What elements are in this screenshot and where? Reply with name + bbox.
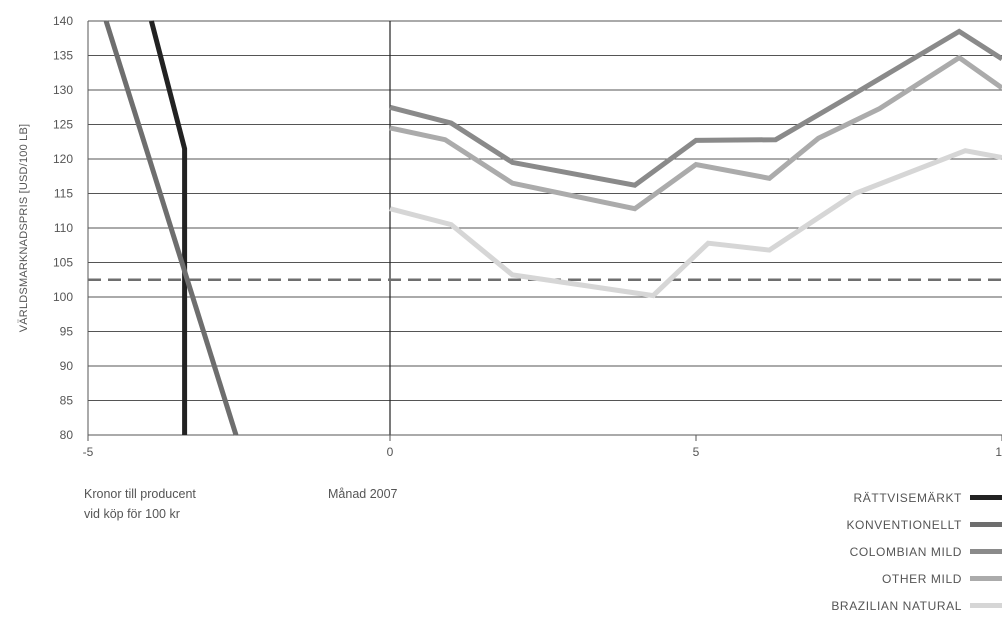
legend-label: OTHER MILD (881, 571, 962, 586)
y-tick-label: 135 (53, 49, 73, 63)
right-panel-xlabel: Månad 2007 (328, 487, 398, 501)
legend-entry: KONVENTIONELLT (742, 511, 1002, 538)
legend: RÄTTVISEMÄRKT KONVENTIONELLT COLOMBIAN MIL… (742, 484, 1002, 619)
right-line-brazilian-natural (389, 148, 1002, 299)
x-tick-label: -5 (83, 445, 94, 459)
y-tick-label: 110 (54, 221, 73, 235)
y-tick-label: 105 (53, 256, 73, 270)
left-panel-xlabel: Kronor till producent vid köp för 100 kr (84, 484, 196, 524)
legend-label: BRAZILIAN NATURAL (831, 598, 962, 613)
left-line-r-ttvisem-rkt (148, 20, 188, 435)
y-tick-label: 120 (53, 152, 73, 166)
legend-entry: RÄTTVISEMÄRKT (742, 484, 1002, 511)
legend-swatch (970, 522, 1002, 527)
x-tick-label: 0 (387, 445, 394, 459)
y-tick-label: 125 (53, 118, 73, 132)
y-tick-label: 80 (60, 428, 74, 442)
x-tick-label: 5 (693, 445, 700, 459)
y-tick-label: 95 (60, 325, 74, 339)
legend-entry: COLOMBIAN MILD (742, 538, 1002, 565)
y-tick-label: 90 (60, 359, 74, 373)
legend-swatch (970, 603, 1002, 608)
y-tick-label: 100 (53, 290, 73, 304)
legend-entry: OTHER MILD (742, 565, 1002, 592)
y-tick-label: 85 (60, 394, 74, 408)
right-line-other-mild (389, 54, 1002, 212)
legend-label: COLOMBIAN MILD (849, 544, 962, 559)
y-tick-label: 130 (53, 83, 73, 97)
x-tick-label: 10 (995, 445, 1002, 459)
legend-entry: BRAZILIAN NATURAL (742, 592, 1002, 619)
legend-swatch (970, 495, 1002, 500)
y-axis-label: VÄRLDSMARKNADSPRIS [USD/100 LB] (18, 124, 30, 333)
left-line-konventionellt (103, 20, 239, 436)
legend-label: RÄTTVISEMÄRKT (853, 490, 962, 505)
y-tick-label: 115 (54, 187, 73, 201)
legend-swatch (970, 576, 1002, 581)
y-tick-label: 140 (53, 14, 73, 28)
legend-swatch (970, 549, 1002, 554)
legend-label: KONVENTIONELLT (846, 517, 962, 532)
price-chart: VÄRLDSMARKNADSPRIS [USD/100 LB] 80 85 90 95… (18, 14, 1002, 459)
left-panel-xlabel-line1: Kronor till producent (84, 487, 196, 501)
right-line-colombian-mild (389, 28, 1002, 188)
left-panel-xlabel-line2: vid köp för 100 kr (84, 507, 180, 521)
